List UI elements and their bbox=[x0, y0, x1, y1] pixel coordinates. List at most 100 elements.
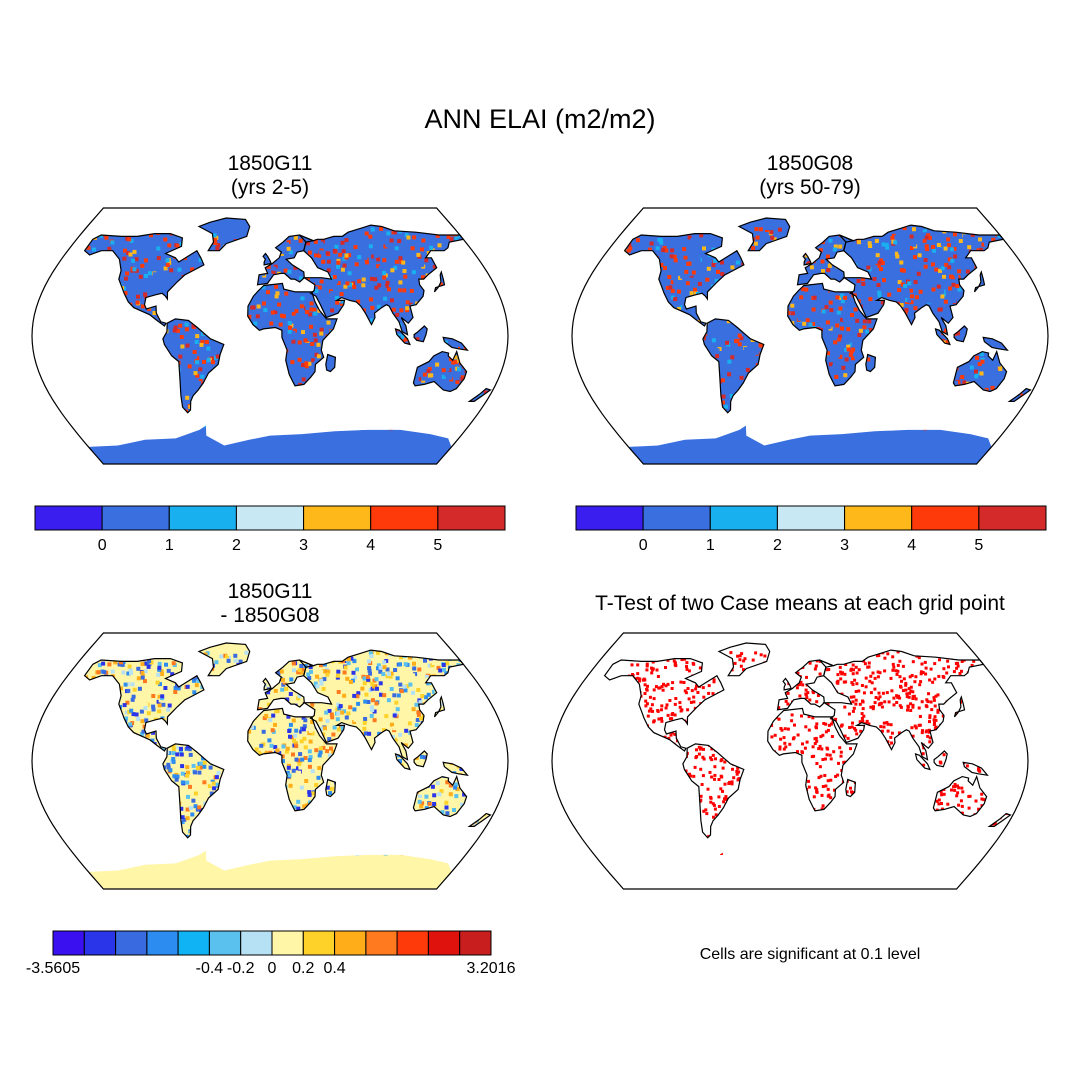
significance-note: Cells are significant at 0.1 level bbox=[699, 946, 921, 963]
colorbar-difference-tick-label: -0.2 bbox=[226, 960, 255, 977]
coastline-uk bbox=[262, 252, 273, 266]
land-africa bbox=[767, 708, 857, 811]
colorbar-1850g08-tick-label: 5 bbox=[974, 537, 984, 554]
colorbar-1850g11-swatch-3 bbox=[235, 505, 304, 531]
panel-title-difference: 1850G11 - 1850G08 bbox=[220, 580, 320, 627]
land-australia bbox=[933, 776, 987, 817]
colorbar-difference-swatch-7 bbox=[271, 930, 304, 956]
land-uk bbox=[783, 678, 792, 690]
coastline-borneo bbox=[413, 325, 428, 343]
coastline-asia bbox=[839, 224, 1005, 336]
colorbar-1850g11-swatch-2 bbox=[168, 505, 237, 531]
coastline-japan bbox=[433, 695, 446, 718]
coastline-uk bbox=[262, 677, 273, 691]
coastline-southAmerica bbox=[162, 743, 225, 839]
colorbar-difference bbox=[52, 930, 492, 956]
land-northAmerica bbox=[604, 658, 724, 751]
colorbar-difference-tick-label: 3.2016 bbox=[466, 960, 516, 977]
land-uk bbox=[263, 253, 272, 265]
colorbar-1850g08-swatch-5 bbox=[911, 505, 980, 531]
coastline-madagascar bbox=[845, 778, 857, 798]
coastline-greenland bbox=[737, 217, 791, 252]
colorbar-difference-swatch-1 bbox=[83, 930, 117, 956]
map-panel-1850g11 bbox=[31, 207, 509, 465]
coastline-asia bbox=[819, 649, 985, 761]
land-japan bbox=[434, 272, 445, 292]
colorbar-labels-difference: -3.5605 -0.4 -0.2 0 0.2 0.4 3.2016 bbox=[26, 960, 516, 980]
coastline-borneo bbox=[933, 750, 948, 768]
coastline-nz bbox=[1007, 387, 1032, 402]
coastline-africa bbox=[767, 707, 858, 812]
coastline-northAmerica bbox=[83, 233, 205, 327]
colorbar-difference-swatch-3 bbox=[146, 930, 179, 956]
colorbar-1850g08-tick-label: 4 bbox=[907, 537, 917, 554]
colorbar-1850g08-swatch-3 bbox=[776, 505, 845, 531]
colorbar-difference-swatch-10 bbox=[365, 930, 398, 956]
coastline-asia bbox=[299, 224, 465, 336]
colorbar-1850g11-tick-label: 4 bbox=[366, 537, 376, 554]
panel-title-ttest: T-Test of two Case means at each grid po… bbox=[595, 592, 1005, 615]
colorbar-1850g08-swatch-0 bbox=[575, 505, 644, 531]
land-northAmerica bbox=[84, 658, 204, 751]
coastline-southAmerica bbox=[162, 318, 225, 414]
land-northAmerica bbox=[84, 233, 204, 326]
map-panel-1850g08 bbox=[571, 207, 1049, 465]
land-greenland bbox=[199, 218, 250, 251]
coastline-uk bbox=[802, 252, 813, 266]
coastline-sumatra bbox=[394, 327, 411, 346]
colorbar-difference-swatch-13 bbox=[459, 930, 492, 956]
coastline-greenland bbox=[197, 217, 251, 252]
coastline-greenland bbox=[197, 642, 251, 677]
coastline-sumatra bbox=[394, 752, 411, 771]
coastline-southAmerica bbox=[682, 743, 745, 839]
colorbar-1850g11-swatch-4 bbox=[303, 505, 372, 531]
colorbar-1850g08-tick-label: 3 bbox=[840, 537, 850, 554]
map-border bbox=[31, 207, 509, 465]
colorbar-difference-swatch-6 bbox=[240, 930, 273, 956]
colorbar-1850g11-tick-label: 2 bbox=[231, 537, 241, 554]
colorbar-1850g11-swatch-1 bbox=[101, 505, 170, 531]
colorbar-1850g11-tick-label: 3 bbox=[299, 537, 309, 554]
colorbar-1850g08-swatch-4 bbox=[844, 505, 913, 531]
colorbar-1850g11-swatch-5 bbox=[370, 505, 439, 531]
coastline-borneo bbox=[953, 325, 968, 343]
panel-title-1850g08: 1850G08 (yrs 50-79) bbox=[759, 152, 861, 199]
land-antarctica bbox=[88, 850, 452, 889]
colorbar-1850g11 bbox=[34, 505, 506, 531]
coastline-newGuinea bbox=[982, 336, 1009, 352]
coastline-uk bbox=[782, 677, 793, 691]
colorbar-difference-tick-label: -0.4 bbox=[195, 960, 224, 977]
land-southAmerica bbox=[682, 743, 744, 838]
map-border bbox=[571, 207, 1049, 465]
colorbar-1850g08-tick-label: 0 bbox=[638, 537, 648, 554]
coastline-africa bbox=[247, 707, 338, 812]
colorbar-difference-swatch-8 bbox=[302, 930, 336, 956]
colorbar-difference-tick-label: 0.2 bbox=[292, 960, 315, 977]
land-japan bbox=[974, 272, 985, 292]
colorbar-difference-tick-label: 0.4 bbox=[323, 960, 346, 977]
colorbar-1850g11-tick-label: 5 bbox=[433, 537, 443, 554]
coastline-nz bbox=[987, 812, 1012, 827]
land-greenland bbox=[199, 643, 250, 676]
colorbar-difference-swatch-0 bbox=[52, 930, 85, 956]
panel-title-1850g11: 1850G11 (yrs 2-5) bbox=[227, 152, 313, 199]
land-newGuinea bbox=[963, 762, 988, 776]
land-antarctica bbox=[608, 850, 972, 889]
coastline-australia bbox=[952, 349, 1008, 393]
land-southAmerica bbox=[162, 743, 224, 838]
coastline-sumatra bbox=[934, 327, 951, 346]
coastline-madagascar bbox=[325, 778, 337, 798]
colorbar-difference-swatch-9 bbox=[334, 930, 367, 956]
colorbar-1850g11-tick-label: 0 bbox=[97, 537, 107, 554]
land-greenland bbox=[739, 218, 790, 251]
colorbar-difference-swatch-11 bbox=[396, 930, 429, 956]
coastline-africa bbox=[787, 282, 878, 387]
land-japan bbox=[434, 697, 445, 717]
land-europe bbox=[777, 660, 834, 710]
coastline-japan bbox=[953, 695, 966, 718]
colorbar-difference-swatch-2 bbox=[115, 930, 148, 956]
coastline-southAmerica bbox=[702, 318, 765, 414]
land-newGuinea bbox=[983, 337, 1008, 351]
coastline-australia bbox=[412, 349, 468, 393]
coastline-japan bbox=[433, 270, 446, 293]
